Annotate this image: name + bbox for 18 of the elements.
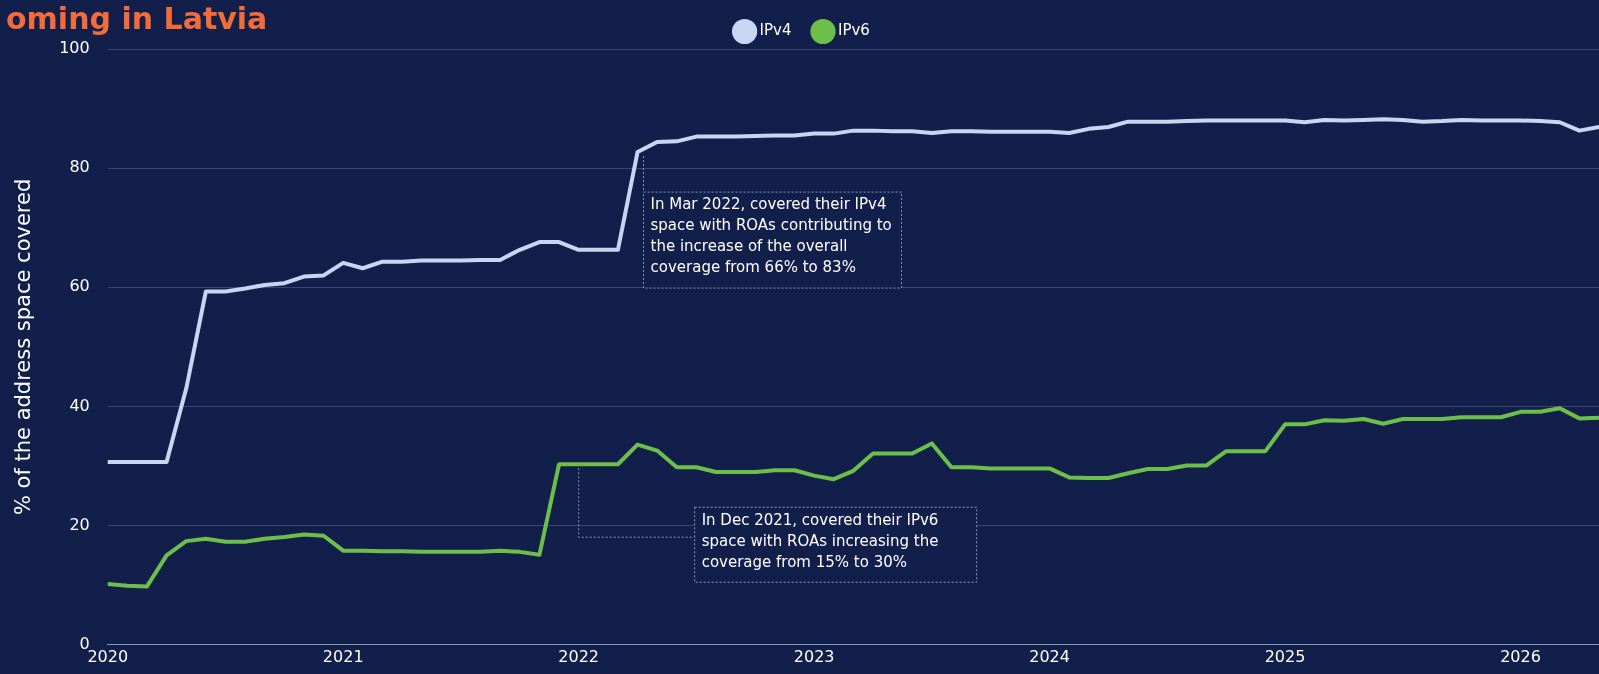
y-tick-label: 100 xyxy=(59,38,90,58)
y-tick-label: 40 xyxy=(69,395,90,415)
annotation: In Dec 2021, covered their IPv6 space with ROAs increasing the coverage from 15% to 30% xyxy=(701,510,939,571)
legend-label: IPv4 xyxy=(759,21,792,40)
annotation: In Mar 2022, covered their IPv4 space with ROAs contributing to the increase of the overall coverage from 66% to 83% xyxy=(650,195,892,277)
chart-title: oming in Latvia xyxy=(6,1,268,37)
legend-label: IPv6 xyxy=(838,21,870,40)
x-tick-label: 2024 xyxy=(1029,646,1070,666)
x-tick-label: 2023 xyxy=(793,646,835,666)
x-tick-label: 2020 xyxy=(87,646,129,666)
x-tick-label: 2026 xyxy=(1500,646,1541,666)
y-tick-label: 60 xyxy=(69,276,90,296)
x-tick-label: 2021 xyxy=(322,646,364,666)
y-axis-title: % of the address space covered xyxy=(11,178,36,516)
y-tick-label: 20 xyxy=(69,514,90,534)
y-tick-label: 80 xyxy=(69,157,90,177)
x-tick-label: 2025 xyxy=(1264,646,1306,666)
x-tick-label: 2022 xyxy=(558,646,600,666)
